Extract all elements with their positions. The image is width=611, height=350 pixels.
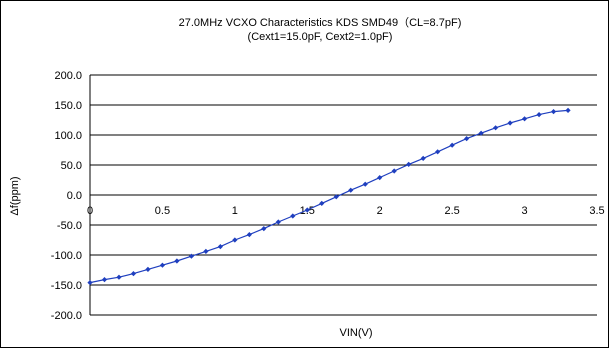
data-point bbox=[333, 194, 339, 200]
series-layer bbox=[87, 107, 571, 286]
data-point bbox=[203, 248, 209, 254]
x-tick-label: 0.5 bbox=[155, 205, 170, 217]
data-point bbox=[232, 237, 238, 243]
data-point bbox=[304, 207, 310, 213]
data-point bbox=[275, 219, 281, 225]
x-tick-label: 3.5 bbox=[589, 205, 604, 217]
data-point bbox=[116, 274, 122, 280]
data-point bbox=[449, 142, 455, 148]
data-point bbox=[391, 168, 397, 174]
data-point bbox=[101, 277, 108, 283]
y-tick-label: 100.0 bbox=[54, 130, 82, 142]
data-point bbox=[550, 109, 557, 115]
data-point bbox=[464, 136, 470, 142]
data-point bbox=[478, 130, 484, 136]
gridlines bbox=[90, 74, 597, 316]
data-point bbox=[406, 161, 412, 167]
y-axis-label: Δf(ppm) bbox=[9, 176, 21, 215]
x-tick-label: 1 bbox=[232, 205, 238, 217]
data-point bbox=[130, 271, 137, 277]
x-tick-label: 2 bbox=[377, 205, 383, 217]
data-point bbox=[246, 232, 252, 238]
data-point bbox=[290, 213, 296, 219]
data-point bbox=[145, 266, 151, 272]
data-point bbox=[521, 116, 528, 122]
y-tick-label: 0.0 bbox=[67, 190, 82, 202]
x-tick-label: 3 bbox=[522, 205, 528, 217]
data-point bbox=[174, 258, 180, 264]
x-axis-label: VIN(V) bbox=[340, 327, 373, 339]
data-point bbox=[217, 244, 223, 250]
chart-title: 27.0MHz VCXO Characteristics KDS SMD49（C… bbox=[179, 16, 462, 29]
series-line-0 bbox=[89, 109, 569, 284]
data-point bbox=[493, 125, 499, 131]
data-point bbox=[435, 149, 441, 155]
data-point bbox=[319, 200, 325, 206]
data-point bbox=[362, 181, 368, 187]
y-tick-label: 200.0 bbox=[54, 70, 82, 82]
data-point bbox=[507, 120, 513, 126]
data-point bbox=[261, 226, 267, 232]
y-tick-label: -150.0 bbox=[51, 280, 82, 292]
y-tick-label: -100.0 bbox=[51, 250, 82, 262]
chart-subtitle: (Cext1=15.0pF, Cext2=1.0pF) bbox=[248, 31, 393, 43]
y-tick-label: 150.0 bbox=[54, 100, 82, 112]
x-tick-label: 2.5 bbox=[444, 205, 459, 217]
y-tick-label: -50.0 bbox=[57, 220, 82, 232]
data-point bbox=[159, 262, 166, 268]
data-point bbox=[87, 280, 93, 286]
data-point bbox=[565, 107, 571, 113]
y-tick-label: -200.0 bbox=[51, 310, 82, 322]
data-point bbox=[536, 112, 542, 118]
data-point bbox=[420, 155, 426, 161]
y-tick-labels: 200.0 150.0 100.0 50.0 0.0 -50.0 -100.0 -150.0 -… bbox=[51, 70, 82, 322]
x-tick-labels: 00.511.522.533.5 bbox=[87, 205, 605, 217]
y-tick-label: 50.0 bbox=[61, 160, 82, 172]
data-point bbox=[188, 253, 194, 259]
data-point bbox=[377, 175, 383, 181]
data-point bbox=[348, 187, 354, 193]
x-tick-label: 0 bbox=[87, 205, 93, 217]
